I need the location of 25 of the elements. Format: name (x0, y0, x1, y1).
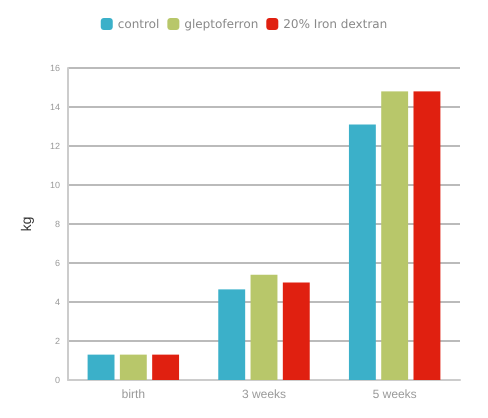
y-tick-label: 0 (54, 375, 60, 385)
x-tick-label: 3 weeks (242, 387, 286, 401)
bar (414, 91, 440, 380)
bar (381, 91, 408, 380)
y-tick-label: 14 (50, 102, 60, 112)
bar (88, 354, 114, 380)
y-tick-label: 16 (50, 63, 60, 73)
bar (282, 282, 310, 380)
legend-label: gleptoferron (184, 17, 258, 31)
x-tick-label: birth (122, 387, 146, 401)
bar (218, 289, 246, 380)
legend-label: 20% Iron dextran (283, 17, 388, 31)
x-tick-label: 5 weeks (372, 387, 417, 401)
bar (250, 274, 278, 380)
y-tick-label: 10 (50, 180, 60, 190)
bar (348, 124, 376, 380)
y-tick-label: 4 (54, 297, 60, 307)
y-tick-label: 8 (54, 219, 60, 229)
y-tick-label: 2 (54, 336, 60, 346)
y-tick-label: 6 (54, 258, 60, 268)
bar (120, 354, 147, 380)
bar (152, 354, 180, 380)
y-axis-title: kg (18, 216, 34, 232)
legend-label: control (118, 17, 160, 31)
y-tick-label: 12 (50, 141, 60, 151)
